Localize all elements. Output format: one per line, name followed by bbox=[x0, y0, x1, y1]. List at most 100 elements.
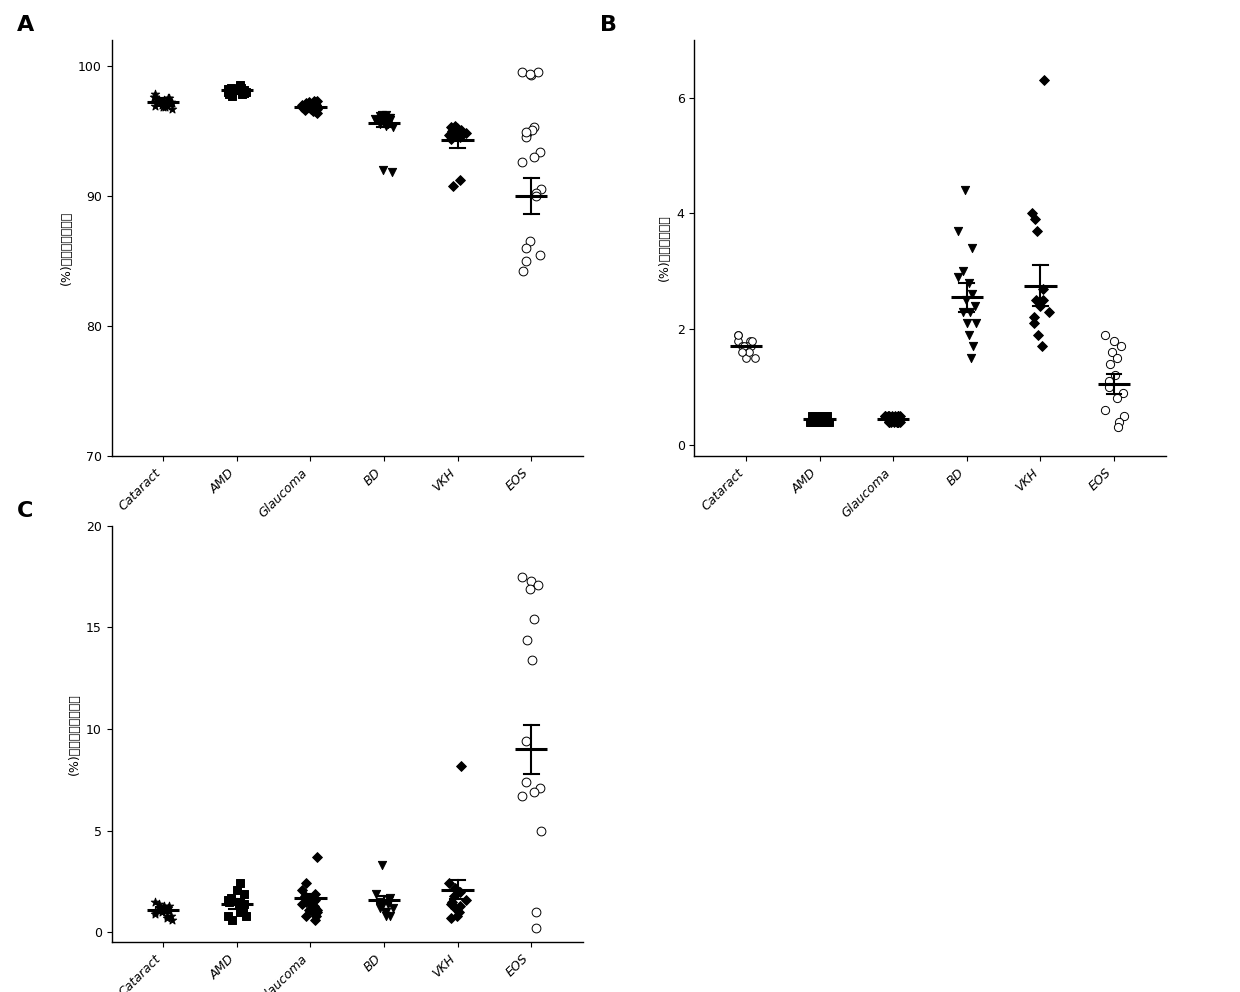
Point bbox=[960, 275, 980, 291]
Point bbox=[219, 86, 239, 102]
Point bbox=[525, 149, 544, 165]
Point bbox=[737, 350, 756, 366]
Point bbox=[448, 120, 467, 136]
Point bbox=[441, 910, 461, 926]
Point bbox=[1107, 391, 1127, 407]
Point bbox=[450, 898, 470, 914]
Point bbox=[445, 118, 465, 134]
Point bbox=[295, 888, 315, 904]
Point bbox=[805, 408, 825, 424]
Point bbox=[949, 222, 968, 238]
Point bbox=[149, 91, 169, 107]
Point bbox=[1025, 211, 1045, 227]
Point bbox=[233, 82, 253, 98]
Point bbox=[231, 904, 250, 920]
Point bbox=[296, 908, 316, 924]
Point bbox=[1034, 72, 1054, 88]
Point bbox=[815, 414, 835, 430]
Point bbox=[1109, 420, 1128, 435]
Point bbox=[221, 80, 241, 96]
Point bbox=[300, 94, 320, 110]
Point bbox=[305, 912, 325, 928]
Point bbox=[439, 127, 459, 143]
Point bbox=[732, 338, 751, 354]
Point bbox=[378, 115, 398, 131]
Point bbox=[441, 131, 461, 147]
Point bbox=[728, 327, 748, 343]
Point bbox=[218, 892, 238, 908]
Point bbox=[376, 904, 396, 920]
Point bbox=[378, 116, 398, 132]
Y-axis label: (%)巴老细胞相对占比: (%)巴老细胞相对占比 bbox=[67, 693, 81, 775]
Point bbox=[379, 892, 399, 908]
Point bbox=[234, 85, 254, 101]
Point bbox=[728, 327, 748, 343]
Point bbox=[887, 414, 906, 430]
Point bbox=[145, 98, 165, 114]
Point bbox=[1111, 338, 1131, 354]
Point bbox=[739, 344, 759, 360]
Point bbox=[153, 904, 172, 920]
Point bbox=[1095, 402, 1115, 418]
Point bbox=[512, 568, 532, 584]
Point bbox=[1022, 205, 1042, 221]
Point bbox=[516, 129, 536, 145]
Point bbox=[219, 894, 239, 910]
Point bbox=[806, 414, 826, 430]
Point bbox=[742, 332, 761, 348]
Point bbox=[531, 182, 551, 197]
Point bbox=[381, 908, 401, 924]
Point bbox=[888, 414, 908, 430]
Point bbox=[740, 332, 760, 348]
Point bbox=[233, 902, 253, 918]
Point bbox=[818, 414, 838, 430]
Point bbox=[372, 857, 392, 873]
Point bbox=[1033, 281, 1053, 297]
Y-axis label: (%)活化相对占比: (%)活化相对占比 bbox=[658, 214, 671, 282]
Point bbox=[456, 892, 476, 908]
Point bbox=[231, 78, 250, 94]
Point bbox=[529, 144, 549, 160]
Point bbox=[816, 414, 836, 430]
Point bbox=[812, 408, 832, 424]
Point bbox=[236, 84, 255, 100]
Point bbox=[232, 86, 252, 102]
Point bbox=[379, 110, 399, 126]
Point bbox=[227, 81, 247, 97]
Point bbox=[516, 240, 536, 256]
Point bbox=[445, 900, 465, 916]
Text: B: B bbox=[600, 15, 618, 35]
Point bbox=[1032, 338, 1052, 354]
Point bbox=[154, 898, 174, 914]
Point bbox=[153, 97, 172, 113]
Point bbox=[815, 408, 835, 424]
Point bbox=[145, 894, 165, 910]
Point bbox=[450, 884, 470, 900]
Point bbox=[516, 124, 536, 140]
Point bbox=[308, 904, 327, 920]
Point bbox=[372, 107, 392, 123]
Point bbox=[884, 414, 904, 430]
Point bbox=[965, 298, 985, 313]
Point bbox=[449, 904, 469, 920]
Point bbox=[308, 101, 327, 117]
Point bbox=[451, 758, 471, 774]
Point bbox=[801, 414, 821, 430]
Point bbox=[229, 77, 249, 93]
Point bbox=[448, 908, 467, 924]
Point bbox=[1112, 385, 1132, 401]
Point bbox=[296, 95, 316, 111]
Point bbox=[376, 107, 396, 123]
Point bbox=[528, 576, 548, 592]
Point bbox=[218, 81, 238, 97]
Point bbox=[233, 85, 253, 101]
Point bbox=[516, 733, 536, 749]
Point bbox=[742, 338, 761, 354]
Point bbox=[961, 350, 981, 366]
Point bbox=[305, 95, 325, 111]
Point bbox=[1039, 304, 1059, 319]
Point bbox=[383, 900, 403, 916]
Point bbox=[222, 912, 242, 928]
Point bbox=[875, 408, 895, 424]
Point bbox=[962, 287, 982, 303]
